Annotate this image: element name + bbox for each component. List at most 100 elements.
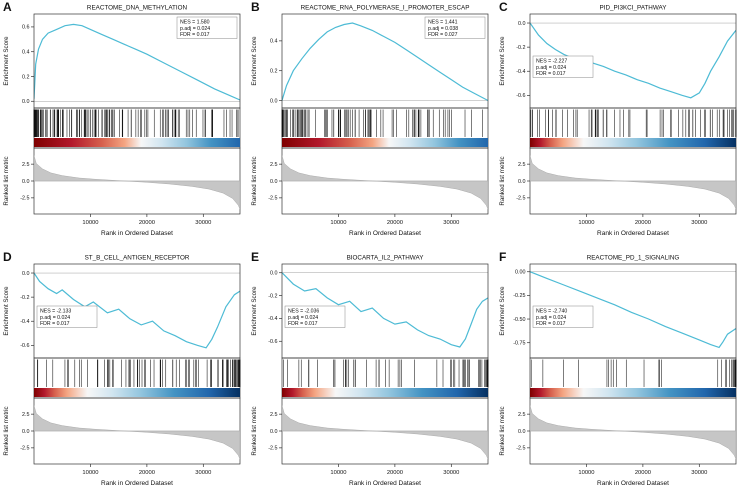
x-tick-label: 20000	[139, 470, 155, 476]
x-axis-title: Rank in Ordered Dataset	[101, 230, 173, 237]
es-y-tick-label: -0.6	[20, 343, 29, 349]
panel-C: C PID_PI3KCI_PATHWAY 0.0 -0.2 -0.4 -0.6 2.5 0.0…	[496, 0, 744, 250]
panel-letter: F	[499, 250, 506, 264]
rank-y-axis-title: Ranked list metric	[3, 156, 10, 205]
x-tick-label: 30000	[443, 470, 459, 476]
x-axis-title: Rank in Ordered Dataset	[101, 480, 173, 487]
panel-title: REACTOME_RNA_POLYMERASE_I_PROMOTER_ESCAP	[301, 5, 470, 12]
panel-F-chart: F REACTOME_PD_1_SIGNALING 0.00 -0.25 -0.50 -0…	[499, 250, 737, 487]
rank-heat-band	[34, 138, 240, 147]
panel-letter: A	[3, 0, 12, 14]
panel-title: PID_PI3KCI_PATHWAY	[600, 5, 668, 12]
rank-y-tick-label: 0.0	[518, 179, 526, 185]
stat-line: NES = -2.133	[40, 309, 71, 315]
panel-title: REACTOME_PD_1_SIGNALING	[587, 255, 680, 262]
rank-y-tick-label: 2.5	[22, 162, 30, 168]
es-y-tick-label: -0.6	[516, 93, 525, 99]
ranked-metric-area	[282, 405, 488, 460]
es-y-tick-label: -0.25	[513, 293, 525, 299]
panel-letter: B	[251, 0, 260, 14]
stat-line: p.adj = 0.024	[536, 315, 566, 321]
rank-y-axis-title: Ranked list metric	[499, 406, 506, 455]
ranked-metric-area	[530, 155, 736, 210]
ranked-metric-area	[34, 405, 240, 460]
rank-y-tick-label: -2.5	[516, 446, 525, 452]
panel-title: BIOCARTA_IL2_PATHWAY	[347, 255, 425, 262]
es-y-tick-label: 0.2	[22, 74, 30, 80]
stat-line: FDR = 0.017	[536, 71, 566, 77]
stat-line: NES = -2.036	[288, 309, 319, 315]
es-y-tick-label: 0.0	[22, 271, 30, 277]
x-axis-title: Rank in Ordered Dataset	[349, 480, 421, 487]
es-y-axis-title: Enrichment Score	[499, 36, 506, 86]
enrichment-score-curve	[282, 22, 488, 102]
enrichment-score-curve	[282, 272, 488, 348]
stat-line: FDR = 0.017	[180, 32, 210, 38]
enrichment-score-curve	[530, 22, 736, 99]
es-y-axis-title: Enrichment Score	[499, 286, 506, 336]
es-y-tick-label: -0.2	[20, 295, 29, 301]
es-y-tick-label: 0.00	[515, 270, 526, 276]
x-tick-label: 20000	[635, 470, 651, 476]
rank-y-tick-label: 2.5	[518, 162, 526, 168]
rank-y-tick-label: -2.5	[268, 196, 277, 202]
rank-y-tick-label: 2.5	[518, 412, 526, 418]
rank-y-tick-label: -2.5	[20, 446, 29, 452]
stat-line: FDR = 0.017	[40, 321, 70, 327]
stat-line: NES = -2.227	[536, 59, 567, 65]
x-axis-title: Rank in Ordered Dataset	[349, 230, 421, 237]
x-tick-label: 20000	[387, 470, 403, 476]
ranked-metric-area	[282, 155, 488, 210]
es-y-tick-label: -0.75	[513, 340, 525, 346]
rank-y-tick-label: 0.0	[518, 429, 526, 435]
rank-y-tick-label: 0.0	[270, 179, 278, 185]
rank-heat-band	[282, 138, 488, 147]
es-y-tick-label: -0.2	[268, 293, 277, 299]
es-y-axis-title: Enrichment Score	[3, 286, 10, 336]
ranked-metric-area	[530, 405, 736, 460]
stat-line: p.adj = 0.024	[288, 315, 318, 321]
panel-letter: E	[251, 250, 259, 264]
x-axis-title: Rank in Ordered Dataset	[597, 480, 669, 487]
panel-A-chart: A REACTOME_DNA_METHYLATION 0.0 0.2 0.4 0.6 2.5…	[3, 0, 241, 237]
rank-y-axis-title: Ranked list metric	[3, 406, 10, 455]
rank-y-tick-label: 0.0	[22, 429, 30, 435]
x-tick-label: 10000	[578, 220, 594, 226]
x-tick-label: 20000	[635, 220, 651, 226]
x-tick-label: 10000	[82, 470, 98, 476]
x-tick-label: 10000	[578, 470, 594, 476]
es-y-axis-title: Enrichment Score	[251, 36, 258, 86]
panel-D: D ST_B_CELL_ANTIGEN_RECEPTOR 0.0 -0.2 -0.4 -0…	[0, 250, 248, 500]
rank-y-tick-label: 2.5	[270, 162, 278, 168]
es-y-tick-label: -0.4	[20, 319, 29, 325]
x-tick-label: 20000	[139, 220, 155, 226]
rank-y-tick-label: 0.0	[270, 429, 278, 435]
es-y-tick-label: 0.0	[270, 98, 278, 104]
es-y-tick-label: -0.2	[516, 45, 525, 51]
x-tick-label: 30000	[691, 220, 707, 226]
enrichment-score-curve	[34, 272, 240, 349]
rank-y-tick-label: -2.5	[20, 196, 29, 202]
enrichment-score-curve	[530, 271, 736, 349]
x-tick-label: 30000	[691, 470, 707, 476]
stat-line: NES = 1.441	[428, 20, 458, 26]
rank-y-axis-title: Ranked list metric	[251, 406, 258, 455]
es-y-tick-label: 0.4	[22, 50, 30, 56]
es-y-tick-label: 0.0	[22, 99, 30, 105]
stat-line: FDR = 0.017	[536, 321, 566, 327]
panel-title: ST_B_CELL_ANTIGEN_RECEPTOR	[85, 255, 190, 262]
stat-line: p.adj = 0.038	[428, 26, 458, 32]
es-y-tick-label: -0.50	[513, 317, 525, 323]
panel-title: REACTOME_DNA_METHYLATION	[87, 5, 188, 12]
panel-A: A REACTOME_DNA_METHYLATION 0.0 0.2 0.4 0.6 2.5…	[0, 0, 248, 250]
stat-line: FDR = 0.027	[428, 32, 458, 38]
panel-letter: D	[3, 250, 12, 264]
panel-F: F REACTOME_PD_1_SIGNALING 0.00 -0.25 -0.50 -0…	[496, 250, 744, 500]
es-y-tick-label: -0.6	[268, 339, 277, 345]
